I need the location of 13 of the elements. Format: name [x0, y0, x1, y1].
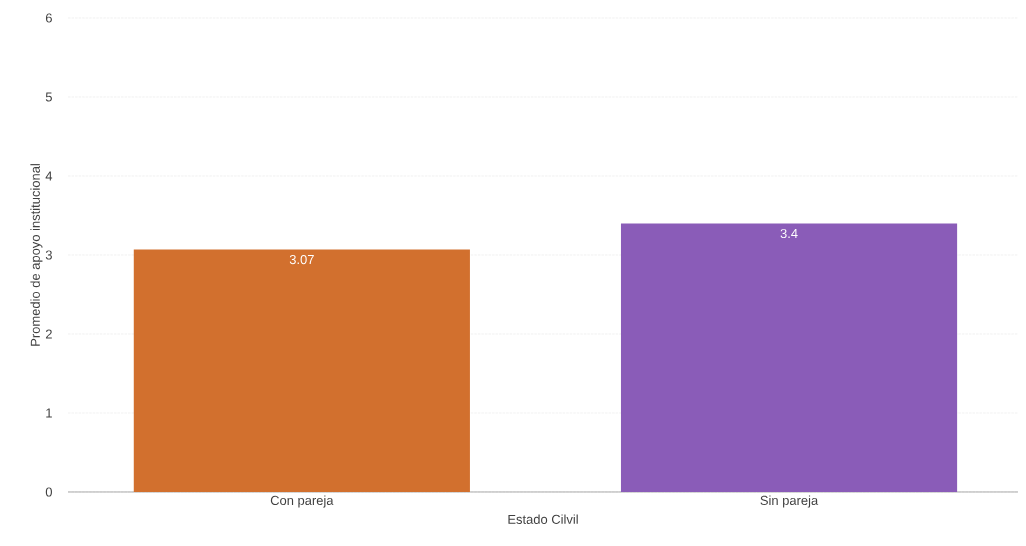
data-label: 3.4	[780, 228, 798, 239]
y-axis-title: Promedio de apoyo institucional	[30, 164, 43, 346]
x-tick-label: Sin pareja	[760, 495, 819, 508]
y-tick-label: 3	[45, 250, 52, 260]
data-label: 3.07	[289, 254, 314, 265]
y-tick-label: 1	[46, 408, 52, 418]
y-tick-label: 0	[45, 487, 52, 497]
x-tick-label: Con pareja	[270, 495, 334, 508]
y-tick-label: 6	[45, 13, 52, 23]
x-axis-title: Estado Cilvil	[508, 514, 578, 524]
y-tick-label: 2	[45, 329, 52, 339]
y-tick-label: 5	[45, 92, 52, 102]
y-tick-label: 4	[45, 171, 53, 181]
